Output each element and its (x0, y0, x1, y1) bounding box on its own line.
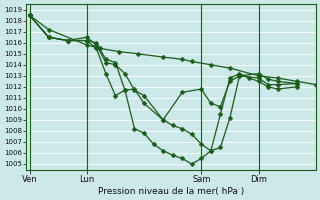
X-axis label: Pression niveau de la mer( hPa ): Pression niveau de la mer( hPa ) (98, 187, 244, 196)
